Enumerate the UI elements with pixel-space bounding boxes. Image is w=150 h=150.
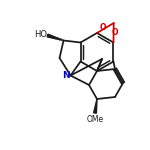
Text: HO: HO (34, 30, 47, 39)
Polygon shape (94, 99, 97, 113)
Text: O: O (112, 28, 118, 37)
Polygon shape (47, 34, 64, 41)
Text: N: N (62, 71, 69, 80)
Text: OMe: OMe (86, 116, 103, 124)
Text: O: O (99, 23, 106, 32)
